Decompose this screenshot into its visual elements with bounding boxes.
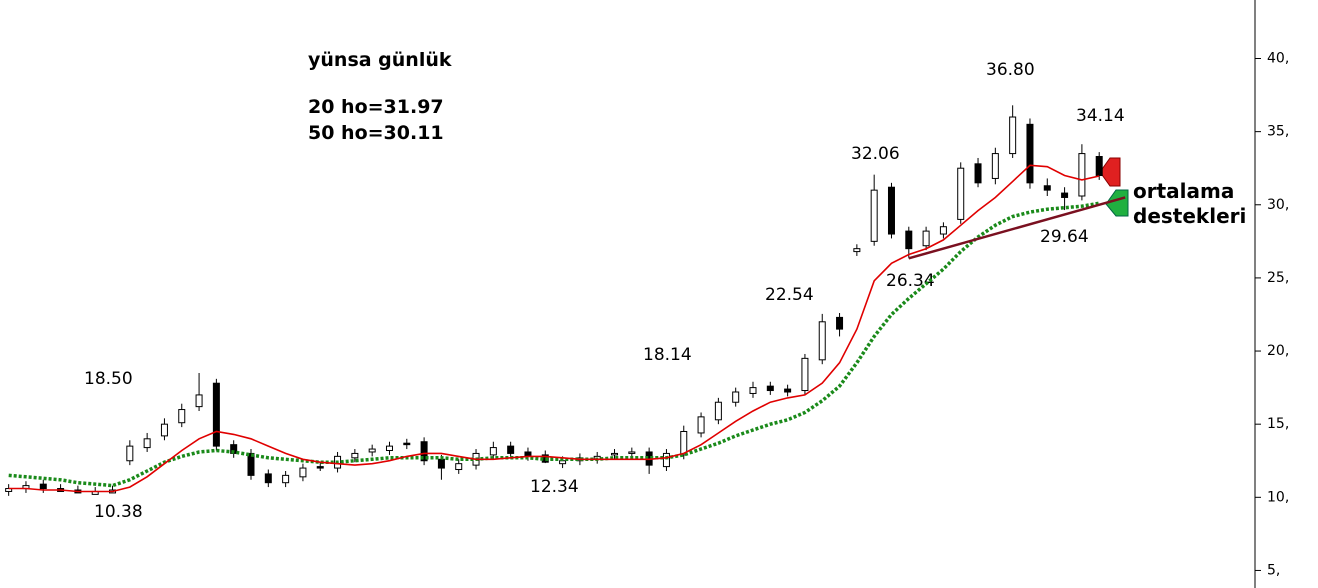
candle-body [5, 488, 13, 492]
candle-body [351, 452, 359, 459]
annotation: 29.64 [1040, 227, 1089, 247]
candle-body [247, 452, 255, 476]
candle-body [403, 442, 411, 446]
candle-body [697, 416, 705, 434]
candle-body [784, 388, 792, 393]
candle-body [39, 483, 47, 490]
candle-body [126, 445, 134, 462]
annotation: 18.50 [84, 369, 133, 389]
side-note: ortalama [1133, 179, 1234, 203]
candle-body [195, 394, 203, 408]
candle-body [1026, 123, 1034, 184]
candle-body [160, 423, 168, 437]
candle-body [801, 357, 809, 392]
candle-body [714, 401, 722, 421]
annotation: 22.54 [765, 285, 814, 305]
y-tick-label: 5, [1267, 562, 1280, 578]
subtitle: 20 ho=31.97 [308, 96, 444, 118]
candle-body [611, 452, 619, 456]
annotation: 34.14 [1076, 106, 1125, 126]
candle-body [974, 163, 982, 184]
y-tick-label: 40, [1267, 51, 1289, 67]
annotation: 26.34 [886, 271, 935, 291]
candle-body [1043, 185, 1051, 191]
annotation: 32.06 [851, 144, 900, 164]
candle-body [766, 385, 774, 392]
y-tick-label: 20, [1267, 343, 1289, 359]
candle-body [420, 441, 428, 462]
chart-title: yünsa günlük [308, 49, 452, 71]
candle-body [368, 448, 376, 453]
candle-body [870, 189, 878, 242]
candle-body [680, 430, 688, 456]
candle-body [732, 391, 740, 403]
candle-body [887, 186, 895, 235]
candle-body [437, 458, 445, 469]
candle-body [507, 445, 515, 454]
candle-body [455, 463, 463, 471]
candle-body [299, 467, 307, 478]
candle-body [818, 321, 826, 361]
ma20-line [8, 164, 1100, 493]
subtitle: 50 ho=30.11 [308, 122, 444, 144]
candle-body [628, 451, 636, 454]
candle-body [385, 445, 393, 452]
candle-body [939, 226, 947, 235]
annotation: 12.34 [530, 477, 579, 497]
candle-body [282, 474, 290, 484]
annotation: 18.14 [643, 345, 692, 365]
candle-body [905, 230, 913, 250]
candle-body [662, 452, 670, 468]
candle-body [1078, 153, 1086, 197]
side-note: destekleri [1133, 204, 1246, 228]
candle-body [212, 382, 220, 447]
candle-body [143, 438, 151, 449]
green-arrow [1105, 189, 1129, 217]
y-tick-label: 10, [1267, 489, 1289, 505]
candle-body [559, 460, 567, 465]
ma50-line [8, 201, 1100, 488]
candle-body [922, 230, 930, 247]
y-tick-label: 25, [1267, 270, 1289, 286]
candle-body [749, 387, 757, 394]
candle-body [991, 153, 999, 179]
candle-body [489, 447, 497, 456]
annotation: 36.80 [986, 60, 1035, 80]
candle-body [1009, 116, 1017, 155]
candle-body [853, 248, 861, 253]
candle-body [836, 316, 844, 330]
candle-body [178, 409, 186, 424]
candle-body [1095, 156, 1103, 177]
candle-body [264, 473, 272, 484]
y-tick-label: 30, [1267, 197, 1289, 213]
annotation: 10.38 [94, 502, 143, 522]
y-tick-label: 15, [1267, 416, 1289, 432]
y-tick-label: 35, [1267, 124, 1289, 140]
candle-body [957, 167, 965, 220]
candle-body [1061, 192, 1069, 198]
red-arrow [1099, 157, 1121, 187]
candle-body [316, 466, 324, 469]
trendline [908, 196, 1126, 260]
